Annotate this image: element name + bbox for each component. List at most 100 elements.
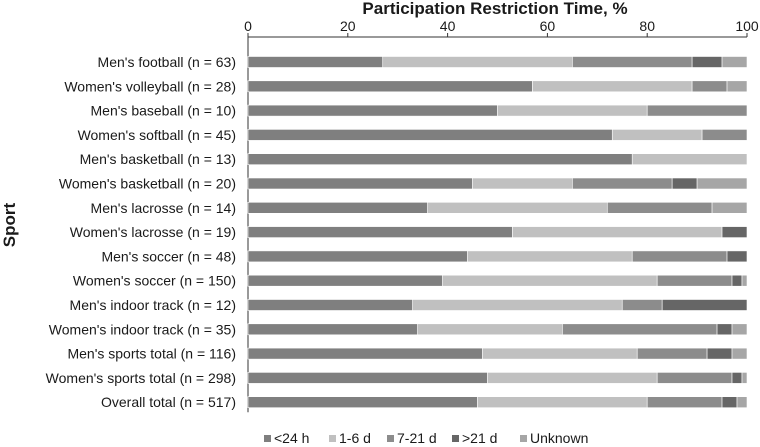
- bar-segment: [247, 250, 468, 263]
- bar-segment: [247, 56, 384, 68]
- chart-title: Participation Restriction Time, %: [362, 0, 627, 18]
- category-label: Women's indoor track (n = 35): [49, 321, 236, 337]
- bar-segment: [731, 372, 743, 384]
- bar-segment: [472, 177, 573, 190]
- bar-segment: [572, 177, 673, 190]
- bar-segment: [671, 177, 698, 190]
- bar-segment: [711, 202, 748, 214]
- bar-segment: [467, 250, 633, 263]
- bar-segment: [726, 80, 748, 93]
- bar-segment: [721, 396, 738, 409]
- bar-segment: [572, 56, 693, 68]
- bar-segment: [721, 226, 748, 238]
- bar-segment: [247, 323, 418, 336]
- bar-segment: [247, 80, 533, 93]
- bar-segment: [247, 274, 443, 287]
- bar-segment: [701, 129, 748, 141]
- legend-label: Unknown: [530, 430, 588, 446]
- x-tick-label: 80: [639, 18, 655, 34]
- bar-segment: [247, 347, 483, 360]
- bar-segment: [691, 56, 723, 68]
- bar-segment: [487, 372, 658, 384]
- category-label: Women's volleyball (n = 28): [64, 78, 236, 94]
- bar-segment: [716, 323, 733, 336]
- bar-segment: [247, 153, 633, 165]
- bar-segment: [427, 202, 608, 214]
- category-label: Men's baseball (n = 10): [91, 103, 236, 119]
- x-tick-label: 20: [340, 18, 356, 34]
- bar-segment: [691, 80, 728, 93]
- category-label: Men's football (n = 63): [98, 54, 236, 70]
- legend-swatch: [329, 435, 336, 442]
- bar-segment: [731, 347, 748, 360]
- bar-segment: [417, 323, 563, 336]
- bar-segment: [631, 250, 728, 263]
- bar-segment: [721, 56, 748, 68]
- category-label: Women's soccer (n = 150): [73, 273, 236, 289]
- bar-segment: [247, 299, 413, 311]
- legend-label: >21 d: [462, 430, 497, 446]
- bar-segment: [741, 372, 748, 384]
- category-label: Women's basketball (n = 20): [59, 176, 236, 192]
- bar-segment: [726, 250, 748, 263]
- bar-segment: [696, 177, 748, 190]
- x-tick-label: 60: [540, 18, 556, 34]
- category-labels: Men's football (n = 63) Women's volleybal…: [46, 54, 236, 410]
- bar-segment: [656, 372, 733, 384]
- category-label: Women's lacrosse (n = 19): [70, 224, 236, 240]
- bar-segment: [512, 226, 723, 238]
- legend-swatch: [520, 435, 527, 442]
- bar-segment: [442, 274, 658, 287]
- bar-segment: [646, 104, 748, 117]
- legend: <24 h 1-6 d 7-21 d >21 d Unknown: [264, 430, 588, 446]
- category-label: Men's lacrosse (n = 14): [91, 200, 236, 216]
- bar-segment: [247, 226, 513, 238]
- bar-segment: [247, 177, 473, 190]
- legend-label: 7-21 d: [397, 430, 437, 446]
- legend-label: <24 h: [274, 430, 309, 446]
- bar-segment: [636, 347, 708, 360]
- bar-segment: [247, 202, 428, 214]
- category-label: Women's sports total (n = 298): [46, 370, 236, 386]
- category-label: Overall total (n = 517): [101, 394, 236, 410]
- bar-segment: [497, 104, 648, 117]
- category-label: Women's softball (n = 45): [78, 127, 236, 143]
- bar-segment: [731, 323, 748, 336]
- bar-segment: [482, 347, 638, 360]
- bar-segment: [741, 274, 748, 287]
- x-tick-label: 0: [244, 18, 252, 34]
- bar-segment: [736, 396, 748, 409]
- x-axis-ticks: 0 20 40 60 80 100: [244, 18, 759, 37]
- bar-segment: [532, 80, 693, 93]
- bar-segment: [247, 396, 478, 409]
- legend-label: 1-6 d: [339, 430, 371, 446]
- x-tick-label: 100: [735, 18, 759, 34]
- bar-segment: [621, 299, 663, 311]
- bar-segment: [631, 153, 748, 165]
- bar-segment: [656, 274, 733, 287]
- legend-swatch: [452, 435, 459, 442]
- bar-segment: [646, 396, 723, 409]
- legend-swatch: [387, 435, 394, 442]
- bar-segment: [477, 396, 648, 409]
- y-axis-title: Sport: [0, 202, 19, 247]
- bar-segment: [606, 202, 713, 214]
- bar-segment: [611, 129, 703, 141]
- bar-segment: [562, 323, 718, 336]
- bar-segment: [247, 129, 613, 141]
- bar-segment: [247, 104, 498, 117]
- category-label: Men's sports total (n = 116): [67, 346, 236, 362]
- x-tick-label: 40: [440, 18, 456, 34]
- category-label: Men's soccer (n = 48): [101, 248, 236, 264]
- legend-swatch: [264, 435, 271, 442]
- bar-segment: [412, 299, 623, 311]
- category-label: Men's indoor track (n = 12): [70, 297, 236, 313]
- bar-segment: [706, 347, 733, 360]
- bar-segment: [247, 372, 488, 384]
- bar-segment: [661, 299, 748, 311]
- bar-segment: [731, 274, 743, 287]
- bars: [247, 56, 748, 409]
- category-label: Men's basketball (n = 13): [80, 151, 236, 167]
- bar-segment: [382, 56, 573, 68]
